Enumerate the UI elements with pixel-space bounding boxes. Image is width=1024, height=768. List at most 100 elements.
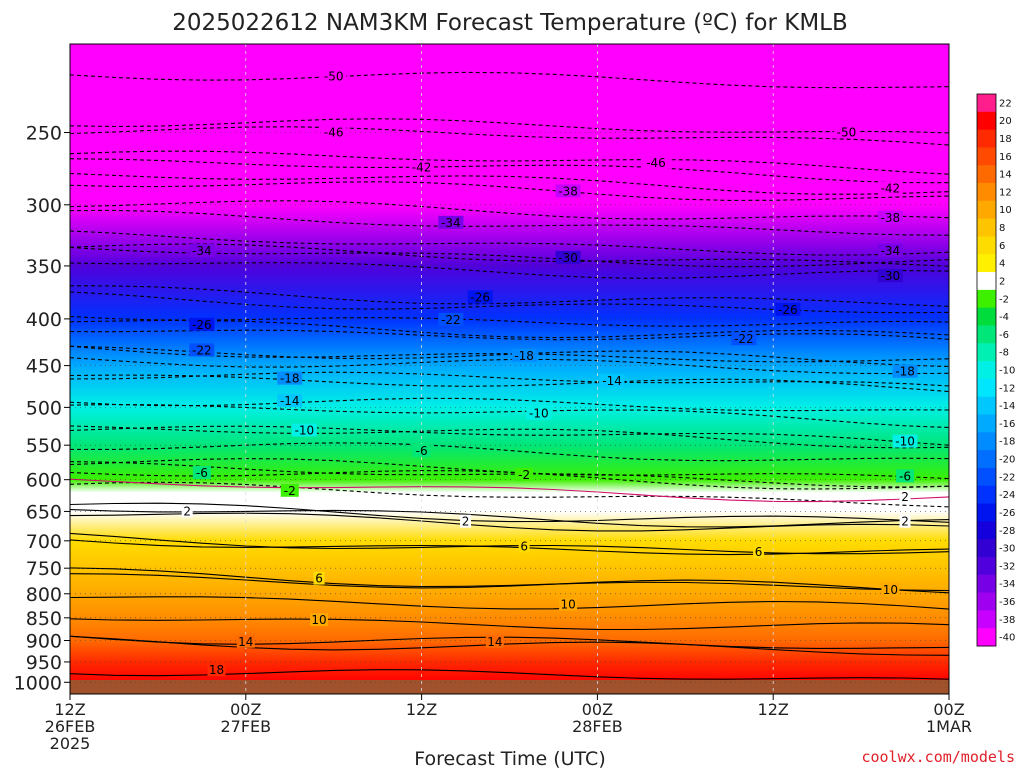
contour-label-bg (321, 69, 347, 83)
contour-label: -6 (416, 444, 428, 458)
contour-label: -50 (837, 125, 857, 139)
contour-label-bg (599, 374, 625, 388)
contour-label: -42 (881, 182, 901, 196)
contour-label: -2 (284, 484, 296, 498)
colorbar-swatch (977, 200, 996, 220)
contour-label-bg (207, 663, 226, 677)
colorbar-swatch (977, 289, 996, 309)
contour-line (70, 512, 949, 532)
x-axis-label: Forecast Time (UTC) (414, 748, 605, 768)
contour-label: 14 (238, 635, 253, 649)
contour-label: -18 (895, 365, 915, 379)
contour-label: -42 (412, 160, 432, 174)
contour-line (70, 502, 949, 523)
contour-line (70, 618, 949, 631)
colorbar-swatch (977, 218, 996, 237)
colorbar-label: -10 (999, 366, 1015, 377)
contour-label-bg (833, 125, 859, 139)
contour-label: 6 (755, 545, 763, 559)
colorbar-swatch (977, 236, 996, 255)
colorbar-swatch (977, 129, 996, 148)
y-tick-label: 400 (26, 309, 62, 331)
credit-text: coolwx.com/models (861, 748, 1015, 766)
colorbar-label: -6 (999, 330, 1009, 341)
contour-label: 10 (883, 583, 898, 597)
contour-line (70, 635, 949, 649)
contour-label: -46 (646, 156, 666, 170)
x-tick-label: 26FEB (45, 717, 96, 736)
contour-label: -2 (518, 468, 530, 482)
contour-label-bg (291, 423, 317, 437)
contour-label-bg (438, 312, 464, 326)
y-tick-label: 250 (26, 122, 62, 144)
contour-label-bg (899, 514, 911, 528)
y-tick-label: 850 (26, 608, 62, 630)
colorbar-label: 16 (999, 152, 1012, 163)
contour-label-bg (310, 613, 329, 627)
contour-line (70, 539, 949, 556)
colorbar-label: -16 (999, 419, 1015, 430)
contour-label: -34 (441, 216, 461, 230)
y-tick-label: 650 (26, 501, 62, 523)
x-tick-label: 00Z (933, 700, 964, 719)
contour-label-bg (485, 634, 504, 648)
contour-label-bg (877, 243, 903, 257)
contour-line (70, 596, 949, 610)
contour-label: -46 (324, 125, 344, 139)
colorbar-label: 2 (999, 276, 1005, 287)
contour-label: -18 (514, 349, 534, 363)
colorbar-label: 22 (999, 98, 1012, 109)
contour-label: 10 (311, 613, 326, 627)
colorbar-label: -32 (999, 561, 1015, 572)
colorbar-label: 10 (999, 205, 1012, 216)
colorbar-swatch (977, 503, 996, 522)
contour-line (70, 635, 949, 656)
contour-label-bg (277, 371, 303, 385)
colorbar-label: 4 (999, 259, 1005, 270)
colorbar-label: -26 (999, 508, 1015, 519)
contour-label: 10 (560, 598, 575, 612)
contour-label-bg (515, 468, 534, 482)
contour-label-bg (896, 469, 915, 483)
y-axis: 2503003504004505005506006507007508008509… (14, 122, 70, 694)
y-tick-label: 900 (26, 630, 62, 652)
contour-label-bg (877, 269, 903, 283)
colorbar-swatch (977, 325, 996, 344)
contour-label-bg (731, 332, 757, 346)
colorbar-swatch (977, 361, 996, 380)
contour-label-bg (438, 215, 464, 229)
colorbar-swatch (977, 556, 996, 576)
x-tick-label: 12Z (406, 700, 437, 719)
contour-label-bg (277, 393, 303, 407)
colorbar-swatch (977, 165, 996, 184)
chart-title: 2025022612 NAM3KM Forecast Temperature (… (172, 10, 848, 36)
colorbar-swatch (977, 183, 996, 202)
colorbar-label: -38 (999, 615, 1015, 626)
colorbar-swatch (977, 94, 996, 113)
contour-label: -30 (881, 269, 901, 283)
contour-label: -22 (441, 313, 461, 327)
x-tick-label: 1MAR (926, 717, 972, 736)
colorbar-swatch (977, 485, 996, 505)
contour-label-bg (899, 490, 911, 504)
colorbar-label: -20 (999, 455, 1015, 466)
y-tick-label: 800 (26, 584, 62, 606)
contour-label-bg (189, 317, 215, 331)
contour-label: -22 (192, 343, 212, 357)
colorbar-swatch (977, 521, 996, 540)
contour-label: 18 (209, 663, 224, 677)
contour-label-bg (236, 634, 255, 648)
contour-label-bg (892, 364, 918, 378)
contour-label-bg (313, 571, 325, 585)
colorbar-swatch (977, 343, 996, 362)
y-tick-label: 750 (26, 558, 62, 580)
colorbar-swatch (977, 111, 996, 131)
contour-label-bg (555, 250, 581, 264)
contour-label: -50 (324, 69, 344, 83)
contour-label: 2 (901, 515, 909, 529)
y-tick-label: 300 (26, 195, 62, 217)
contour-label: 6 (315, 572, 323, 586)
contour-label-bg (189, 343, 215, 357)
y-tick-label: 500 (26, 397, 62, 419)
